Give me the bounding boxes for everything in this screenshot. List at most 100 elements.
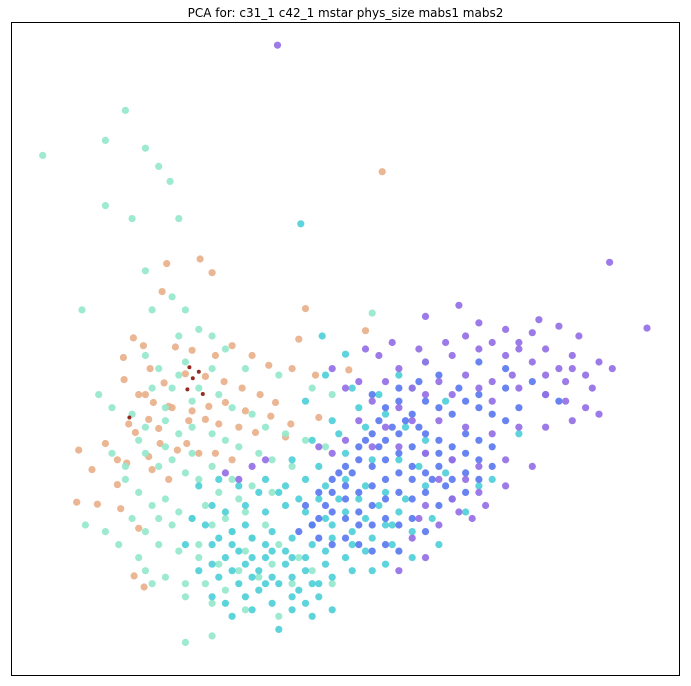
data-point (595, 358, 603, 366)
data-point (175, 508, 183, 516)
data-point (188, 397, 196, 405)
data-point (408, 554, 416, 562)
data-point (555, 322, 563, 330)
data-point (435, 404, 443, 412)
data-point (168, 384, 176, 392)
data-point (475, 358, 483, 366)
data-point (408, 475, 416, 483)
data-point (361, 345, 370, 353)
data-point (201, 501, 209, 510)
data-point (381, 404, 390, 412)
points-layer (39, 41, 651, 647)
data-point (395, 469, 403, 477)
data-point (462, 371, 470, 379)
data-point (168, 456, 176, 464)
data-point (121, 475, 129, 483)
data-point (181, 469, 189, 477)
data-point (475, 391, 483, 399)
data-point (542, 391, 550, 399)
data-point (271, 398, 280, 407)
data-point (468, 514, 476, 523)
data-point (328, 417, 336, 425)
data-point (375, 391, 383, 399)
data-point (235, 567, 243, 575)
data-point (368, 567, 376, 575)
data-point (81, 521, 89, 529)
data-point (301, 599, 310, 607)
data-point (395, 365, 403, 373)
data-point (275, 580, 283, 588)
data-point (462, 332, 470, 340)
data-point (355, 417, 363, 425)
data-point (542, 345, 550, 353)
data-point (388, 338, 396, 347)
data-point (155, 541, 163, 549)
data-point (220, 378, 228, 386)
data-point (241, 365, 249, 373)
data-point (160, 379, 168, 387)
data-point (368, 547, 376, 555)
data-point (515, 384, 523, 392)
data-point (39, 151, 47, 159)
data-point (381, 495, 390, 503)
data-point (195, 554, 203, 562)
data-point (161, 495, 169, 503)
data-point (275, 612, 283, 620)
data-point (241, 521, 249, 529)
data-point (435, 501, 443, 510)
data-point (128, 215, 136, 223)
data-point (421, 449, 430, 457)
data-point (241, 593, 249, 601)
data-point (228, 475, 236, 483)
data-point (582, 371, 590, 379)
data-point (381, 436, 390, 444)
data-point (401, 495, 410, 503)
data-point (488, 462, 496, 470)
data-point (235, 443, 243, 451)
data-point (321, 371, 330, 379)
data-point (73, 498, 81, 506)
data-point (488, 430, 496, 438)
data-point (455, 384, 463, 392)
data-point (395, 384, 403, 392)
data-point (421, 430, 430, 438)
data-point (265, 361, 273, 369)
data-point (421, 397, 430, 405)
data-point (221, 599, 229, 607)
data-point (341, 462, 350, 470)
data-point (155, 514, 163, 523)
data-point (348, 567, 356, 575)
data-point (442, 469, 450, 477)
data-point (381, 456, 390, 464)
data-point (355, 404, 363, 412)
data-point (228, 541, 236, 549)
data-point (341, 350, 350, 358)
data-point (355, 541, 363, 549)
data-point (328, 449, 336, 457)
data-point (281, 430, 290, 438)
data-point (301, 501, 310, 510)
data-point (308, 567, 316, 575)
data-point (488, 443, 496, 451)
data-point (221, 514, 229, 523)
data-point (128, 514, 136, 523)
data-point (475, 488, 483, 496)
data-point (435, 541, 443, 549)
data-point (211, 351, 219, 360)
data-point (355, 521, 363, 529)
data-point (568, 365, 576, 373)
data-point (348, 469, 356, 477)
data-point (368, 521, 376, 529)
data-point (368, 430, 376, 438)
data-point (241, 508, 249, 516)
data-point (101, 202, 109, 210)
data-point (165, 475, 173, 483)
data-point (168, 293, 176, 301)
data-point (301, 508, 310, 516)
data-point (171, 343, 179, 351)
data-point (149, 398, 157, 407)
data-point (368, 309, 376, 317)
data-point (388, 423, 396, 431)
data-point (475, 319, 483, 327)
